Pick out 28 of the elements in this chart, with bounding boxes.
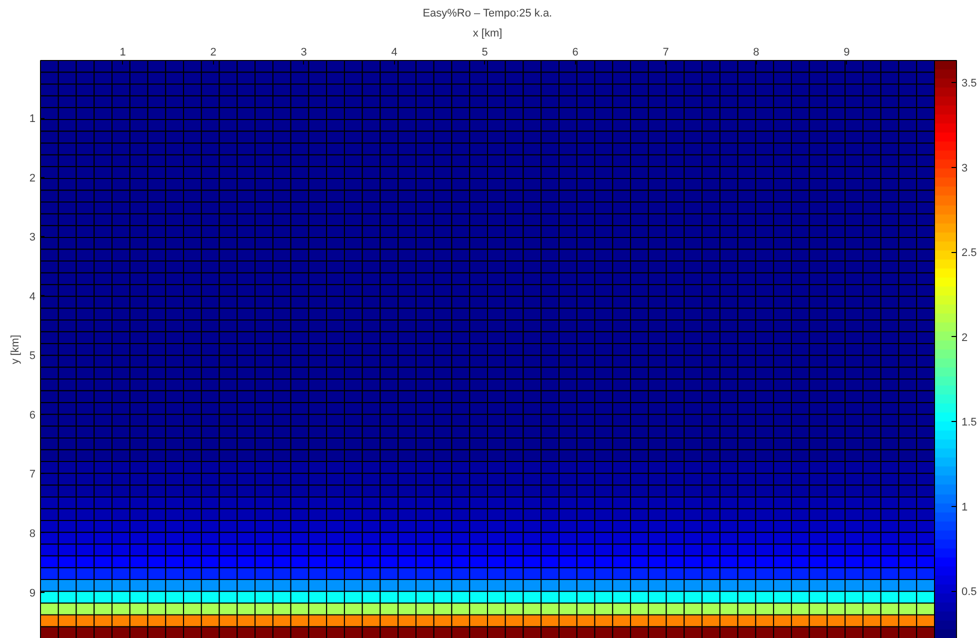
- color-bar-label: 1: [962, 501, 968, 514]
- x-tick-label: 1: [120, 46, 126, 58]
- color-bar-label: 1.5: [962, 416, 977, 429]
- y-tick-label: 8: [29, 528, 36, 540]
- color-bar-label: 2: [962, 332, 968, 344]
- x-tick-label: 9: [844, 46, 850, 58]
- color-bar-label: 0.5: [962, 586, 977, 598]
- x-tick-label: 7: [662, 46, 669, 58]
- chart-title: Easy%Ro – Tempo:25 k.a.: [422, 8, 552, 20]
- x-axis-title: x [km]: [472, 28, 502, 40]
- x-tick-label: 8: [753, 46, 760, 58]
- x-tick-label: 2: [210, 46, 216, 58]
- color-bar-label: 3.5: [962, 78, 977, 90]
- x-tick-label: 6: [572, 46, 578, 58]
- color-bar-label: 3: [962, 162, 968, 174]
- y-tick-label: 6: [29, 409, 36, 422]
- y-tick-label: 4: [29, 290, 36, 303]
- color-bar-label: 2.5: [962, 247, 977, 260]
- y-tick-label: 1: [29, 113, 36, 126]
- y-tick-label: 5: [29, 350, 36, 362]
- x-tick-label: 4: [391, 46, 398, 58]
- y-tick-label: 7: [29, 468, 36, 481]
- y-tick-label: 9: [29, 587, 36, 600]
- y-tick-label: 2: [29, 172, 36, 184]
- x-tick-label: 3: [300, 46, 307, 58]
- x-tick-label: 5: [482, 46, 488, 58]
- y-tick-label: 3: [29, 232, 36, 244]
- y-axis-title: y [km]: [9, 334, 22, 364]
